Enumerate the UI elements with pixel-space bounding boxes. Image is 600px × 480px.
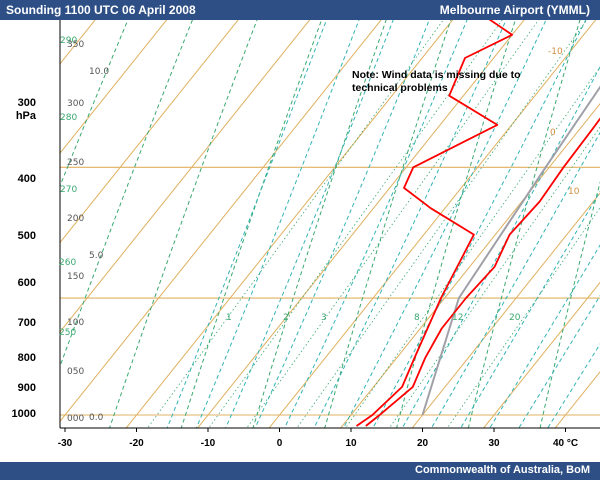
credit-text: Commonwealth of Australia, BoM	[415, 464, 590, 476]
isotherm	[197, 20, 525, 428]
x-tick-label: 40 °C	[553, 438, 578, 449]
height-label: 050	[67, 367, 84, 377]
height-label: 200	[67, 214, 84, 224]
moist-adiabat	[460, 190, 600, 428]
moist-adiabat-lines	[166, 20, 600, 428]
height-km-label: 5.0	[89, 251, 104, 261]
footer-bar: Commonwealth of Australia, BoM	[0, 462, 600, 480]
mixing-ratio-line	[208, 20, 503, 428]
moist-adiabat	[342, 20, 547, 428]
mixing-ratio-label: 2	[283, 313, 289, 323]
wind-data-note: Note: Wind data is missing due to techni…	[352, 69, 521, 94]
moist-adiabat	[195, 20, 360, 428]
x-tick-label: 0	[277, 438, 283, 449]
height-label: 250	[67, 158, 84, 168]
x-tick-label: 10	[345, 438, 357, 449]
moist-adiabat	[313, 20, 507, 428]
height-label: 100	[67, 318, 84, 328]
mixing-ratio-label: 8	[414, 313, 420, 323]
temperature-line	[365, 117, 600, 427]
theta-label: 270	[60, 185, 77, 195]
theta-label: 250	[59, 328, 76, 338]
pressure-label-900: 900	[17, 382, 36, 394]
pressure-label-400: 400	[17, 173, 36, 185]
dry-adiabat	[180, 20, 323, 428]
mixing-ratio-label: 1	[226, 313, 232, 323]
mixing-ratio-line	[296, 20, 588, 428]
dry-adiabat-lines	[60, 20, 600, 428]
dry-adiabat	[396, 20, 516, 428]
x-tick-label: -10	[201, 438, 216, 449]
x-axis-ticks: -30 -20 -10 0 10 20 30 40 °C	[58, 428, 578, 449]
isotherm-label: 0	[550, 128, 556, 138]
moist-adiabat	[284, 20, 468, 428]
pressure-label-600: 600	[17, 277, 36, 289]
isotherm	[125, 20, 454, 428]
x-tick-label: 30	[488, 438, 500, 449]
pressure-unit: hPa	[15, 110, 36, 122]
mixing-ratio-label: 3	[321, 313, 327, 323]
height-label: 150	[67, 272, 84, 282]
theta-label: 290	[60, 36, 77, 46]
dry-adiabat	[252, 20, 387, 428]
x-tick-label: -20	[129, 438, 144, 449]
sounding-title: Sounding 1100 UTC 06 April 2008	[6, 3, 196, 17]
isotherm	[60, 20, 239, 244]
pressure-label-1000: 1000	[11, 408, 36, 420]
mixing-ratio-label: 12	[452, 313, 463, 323]
mixing-ratio-line	[147, 20, 444, 428]
sounding-diagram: -30 -20 -10 0 10 20 30 40 °C -10 0 10 290 280 270 260…	[58, 20, 600, 462]
station-name: Melbourne Airport (YMML)	[439, 3, 590, 17]
pressure-label-700: 700	[17, 317, 36, 329]
moist-adiabat	[166, 20, 328, 428]
pressure-label-500: 500	[17, 230, 36, 242]
isotherm-label: 10	[568, 187, 580, 197]
dry-adiabat	[108, 20, 258, 428]
isotherm	[340, 102, 600, 428]
moist-adiabat	[489, 244, 600, 428]
x-tick-label: -30	[58, 438, 73, 449]
theta-label: 260	[59, 258, 76, 268]
theta-label: 280	[60, 113, 77, 123]
mixing-ratio-lines	[147, 20, 600, 428]
dry-adiabat	[324, 20, 452, 428]
height-label: 000	[67, 414, 84, 424]
title-bar: Sounding 1100 UTC 06 April 2008 Melbourn…	[0, 0, 600, 20]
height-label: 300	[67, 99, 84, 109]
isotherm	[594, 20, 600, 462]
mixing-ratio-line	[246, 20, 540, 428]
isotherm	[60, 20, 311, 333]
mixing-ratio-label: 20	[509, 313, 521, 323]
isobar-lines	[60, 166, 600, 416]
dewpoint-line	[355, 20, 513, 427]
parcel-line	[421, 85, 600, 416]
x-tick-label: 20	[417, 438, 429, 449]
height-label: 350	[67, 40, 84, 50]
height-km-label: 0.0	[89, 413, 104, 423]
pressure-label-800: 800	[17, 352, 36, 364]
isotherm-label: -10	[548, 47, 563, 57]
moist-adiabat	[430, 131, 600, 428]
height-km-label: 10.0	[89, 67, 109, 77]
isotherm	[268, 20, 597, 428]
pressure-label-300: 300	[17, 97, 36, 109]
isotherm	[60, 20, 382, 423]
